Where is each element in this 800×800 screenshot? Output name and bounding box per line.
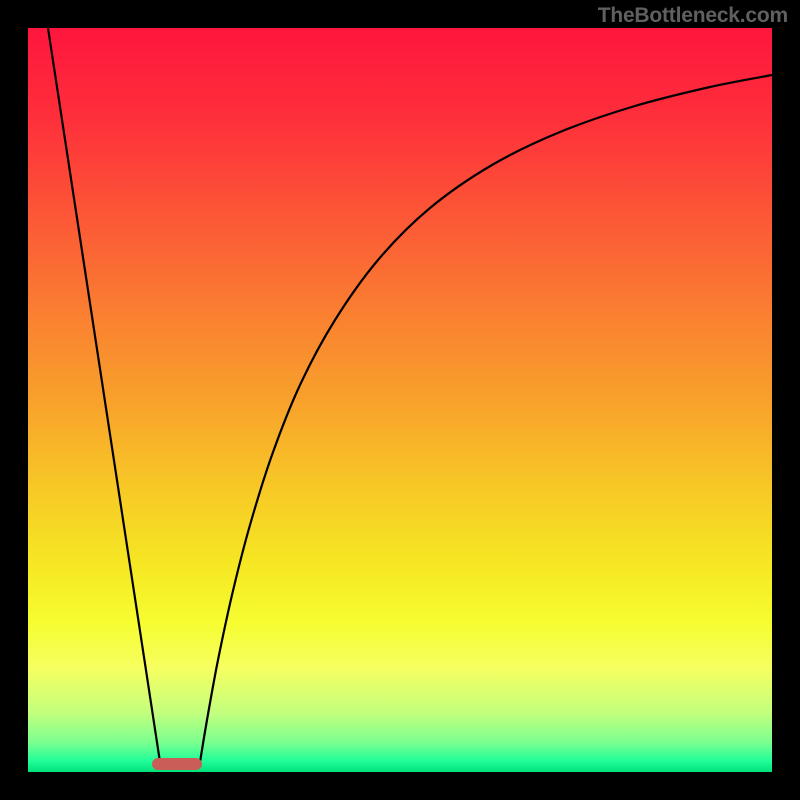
watermark-text: TheBottleneck.com xyxy=(598,4,788,28)
gradient-plot-area xyxy=(28,28,772,772)
bottleneck-chart: TheBottleneck.com xyxy=(0,0,800,800)
chart-background-svg xyxy=(0,0,800,800)
